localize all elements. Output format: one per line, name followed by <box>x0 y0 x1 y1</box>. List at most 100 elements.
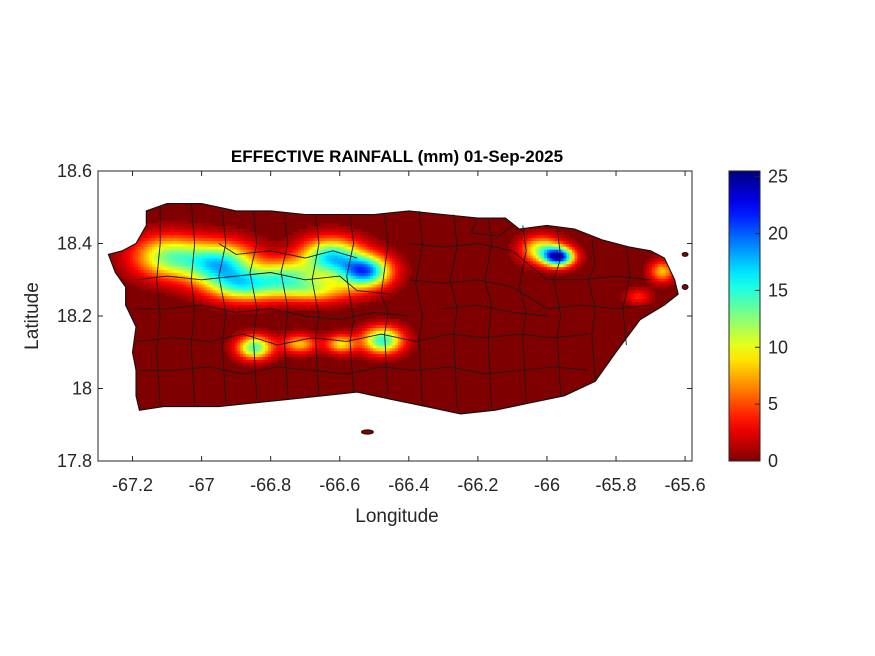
heat-cell <box>168 240 172 244</box>
heat-cell <box>350 347 354 352</box>
heat-cell <box>237 275 241 279</box>
heat-cell <box>414 342 418 346</box>
heat-cell <box>364 327 368 331</box>
heat-cell <box>207 226 211 230</box>
heat-cell <box>273 359 277 363</box>
heat-cell <box>303 330 307 334</box>
heat-cell <box>204 284 208 288</box>
heat-cell <box>530 243 534 247</box>
heat-cell <box>397 269 401 273</box>
heat-cell <box>325 258 330 262</box>
heat-cell <box>403 255 407 259</box>
heat-cell <box>325 269 330 273</box>
heat-cell <box>403 266 407 270</box>
heat-cell <box>519 255 523 259</box>
heat-cell <box>372 342 377 346</box>
heat-cell <box>281 278 285 282</box>
heat-cell <box>378 260 382 265</box>
heat-cell <box>254 240 258 244</box>
heat-cell <box>245 307 249 311</box>
heat-cell <box>209 229 214 233</box>
heat-cell <box>154 289 158 294</box>
heat-cell <box>262 295 266 299</box>
heat-cell <box>408 333 412 337</box>
heat-cell <box>198 287 202 291</box>
heat-cell <box>290 345 294 349</box>
heat-cell <box>306 258 310 262</box>
heat-cell <box>276 243 280 247</box>
heat-cell <box>339 252 343 256</box>
heat-cell <box>198 272 202 276</box>
heat-cell <box>535 252 540 256</box>
heat-cell <box>270 347 274 352</box>
heat-cell <box>627 287 631 291</box>
heat-cell <box>176 246 180 250</box>
heat-cell <box>290 258 294 262</box>
heat-cell <box>356 240 360 244</box>
heat-cell <box>406 336 410 340</box>
heat-cell <box>295 301 299 305</box>
heat-cell <box>292 284 296 288</box>
heat-cell <box>190 234 194 239</box>
heat-cell <box>552 229 556 233</box>
heat-cell <box>301 278 305 282</box>
heat-cell <box>290 284 294 288</box>
heat-cell <box>248 255 252 259</box>
heat-cell <box>223 231 227 236</box>
heat-cell <box>317 275 321 279</box>
heat-cell <box>524 246 529 250</box>
heat-cell <box>541 258 545 262</box>
heat-cell <box>538 255 542 259</box>
heat-cell <box>273 356 277 360</box>
heat-cell <box>563 269 567 273</box>
heat-cell <box>339 356 343 360</box>
heat-cell <box>187 240 191 244</box>
heat-cell <box>232 295 236 299</box>
heat-cell <box>265 263 269 268</box>
heat-cell <box>185 298 189 302</box>
heat-cell <box>201 231 205 236</box>
heat-cell <box>298 234 302 239</box>
heat-cell <box>397 260 401 265</box>
heat-cell <box>265 342 269 346</box>
heat-cell <box>367 321 371 326</box>
heat-cell <box>259 362 263 366</box>
heat-cell <box>665 275 669 279</box>
heat-cell <box>193 298 197 302</box>
heat-cell <box>270 278 274 282</box>
heat-cell <box>229 298 233 302</box>
heat-cell <box>162 229 167 233</box>
heat-cell <box>157 263 161 268</box>
heat-cell <box>397 278 401 282</box>
heat-cell <box>312 240 316 244</box>
heat-cell <box>364 336 368 340</box>
heat-cell <box>138 260 142 265</box>
heat-cell <box>301 246 305 250</box>
heat-cell <box>403 324 407 328</box>
heat-cell <box>320 237 324 241</box>
heat-cell <box>218 284 222 288</box>
heat-cell <box>179 223 183 227</box>
heat-cell <box>563 263 567 268</box>
heat-cell <box>389 356 393 360</box>
heat-cell <box>569 243 573 247</box>
heat-cell <box>513 258 517 262</box>
heat-cell <box>660 275 664 279</box>
heat-cell <box>290 301 294 305</box>
heat-cell <box>325 229 330 233</box>
heat-cell <box>259 350 263 355</box>
heat-cell <box>218 240 222 244</box>
heat-cell <box>334 226 338 230</box>
heat-cell <box>353 347 357 352</box>
heat-cell <box>146 226 150 230</box>
heat-cell <box>566 249 570 253</box>
heat-cell <box>160 278 164 282</box>
heat-cell <box>245 266 249 270</box>
heat-cell <box>245 336 249 340</box>
heat-cell <box>547 258 551 262</box>
heat-cell <box>290 350 294 355</box>
heat-cell <box>254 284 258 288</box>
heat-cell <box>342 295 346 299</box>
heat-cell <box>165 231 169 236</box>
heat-cell <box>375 240 379 244</box>
